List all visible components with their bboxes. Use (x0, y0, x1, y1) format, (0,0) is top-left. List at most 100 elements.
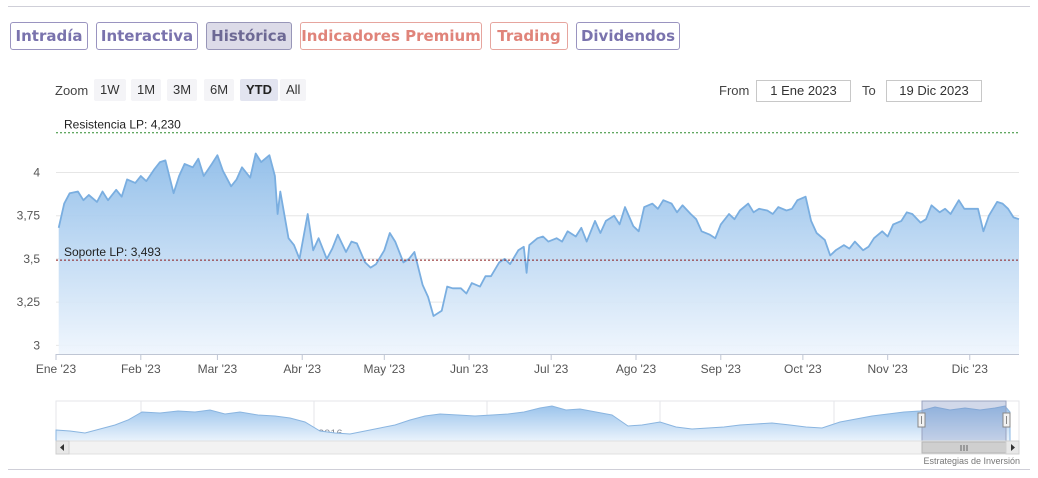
price-point[interactable] (841, 243, 846, 248)
price-point[interactable] (699, 229, 704, 234)
zoom-button-ytd[interactable]: YTD (240, 79, 278, 101)
price-point[interactable] (727, 212, 732, 217)
price-point[interactable] (387, 231, 392, 236)
price-point[interactable] (718, 222, 723, 227)
price-point[interactable] (483, 274, 488, 279)
price-point[interactable] (229, 184, 234, 189)
zoom-button-6m[interactable]: 6M (204, 79, 235, 101)
price-point[interactable] (976, 206, 981, 211)
price-point[interactable] (478, 284, 483, 289)
price-point[interactable] (363, 260, 368, 265)
price-point[interactable] (354, 241, 359, 246)
price-point[interactable] (948, 212, 953, 217)
price-point[interactable] (546, 239, 551, 244)
price-point[interactable] (527, 243, 532, 248)
price-point[interactable] (642, 205, 647, 210)
price-point[interactable] (272, 174, 277, 179)
price-point[interactable] (297, 256, 302, 261)
price-point[interactable] (138, 174, 143, 179)
price-point[interactable] (324, 256, 329, 261)
tab-dividendos[interactable]: Dividendos (576, 22, 680, 50)
price-point[interactable] (713, 236, 718, 241)
price-point[interactable] (904, 210, 909, 215)
price-point[interactable] (822, 237, 827, 242)
price-point[interactable] (248, 175, 253, 180)
price-point[interactable] (541, 234, 546, 239)
price-point[interactable] (981, 229, 986, 234)
price-point[interactable] (943, 206, 948, 211)
tab-trading[interactable]: Trading (490, 22, 568, 50)
price-point[interactable] (220, 168, 225, 173)
price-point[interactable] (190, 165, 195, 170)
price-point[interactable] (1006, 206, 1011, 211)
price-point[interactable] (81, 198, 86, 203)
price-point[interactable] (240, 165, 245, 170)
price-point[interactable] (995, 199, 1000, 204)
price-point[interactable] (573, 234, 578, 239)
zoom-button-1m[interactable]: 1M (131, 79, 162, 101)
price-point[interactable] (439, 308, 444, 313)
price-point[interactable] (406, 256, 411, 261)
price-point[interactable] (929, 203, 934, 208)
tab-intradia[interactable]: Intradía (10, 22, 88, 50)
price-point[interactable] (201, 174, 206, 179)
price-point[interactable] (803, 194, 808, 199)
price-point[interactable] (196, 156, 201, 161)
price-point[interactable] (234, 177, 239, 182)
price-point[interactable] (669, 201, 674, 206)
price-point[interactable] (852, 239, 857, 244)
price-point[interactable] (751, 210, 756, 215)
price-point[interactable] (182, 161, 187, 166)
price-point[interactable] (655, 206, 660, 211)
price-point[interactable] (450, 286, 455, 291)
price-point[interactable] (125, 177, 130, 182)
price-point[interactable] (374, 262, 379, 267)
tab-historica[interactable]: Histórica (206, 22, 292, 50)
price-point[interactable] (177, 174, 182, 179)
tab-interactiva[interactable]: Interactiva (96, 22, 198, 50)
price-point[interactable] (675, 210, 680, 215)
price-point[interactable] (784, 208, 789, 213)
navigator-selection[interactable] (921, 400, 1007, 442)
price-point[interactable] (746, 201, 751, 206)
price-point[interactable] (847, 246, 852, 251)
price-point[interactable] (521, 244, 526, 249)
price-point[interactable] (67, 191, 72, 196)
price-point[interactable] (789, 206, 794, 211)
price-point[interactable] (458, 286, 463, 291)
price-point[interactable] (368, 265, 373, 270)
price-point[interactable] (95, 199, 100, 204)
price-point[interactable] (680, 203, 685, 208)
navigator[interactable]: 20142016201820202022 (0, 398, 1038, 458)
price-point[interactable] (891, 222, 896, 227)
price-point[interactable] (636, 229, 641, 234)
price-point[interactable] (106, 198, 111, 203)
price-point[interactable] (215, 153, 220, 158)
price-point[interactable] (259, 160, 264, 165)
price-point[interactable] (497, 260, 502, 265)
price-point[interactable] (144, 179, 149, 184)
from-date-input[interactable]: 1 Ene 2023 (756, 80, 851, 102)
price-point[interactable] (420, 282, 425, 287)
price-point[interactable] (956, 198, 961, 203)
zoom-button-3m[interactable]: 3M (167, 79, 198, 101)
price-point[interactable] (661, 198, 666, 203)
price-point[interactable] (880, 229, 885, 234)
price-point[interactable] (152, 167, 157, 172)
price-point[interactable] (75, 189, 80, 194)
price-point[interactable] (707, 232, 712, 237)
price-point[interactable] (209, 161, 214, 166)
price-point[interactable] (316, 236, 321, 241)
price-point[interactable] (612, 213, 617, 218)
main-chart[interactable]: Resistencia LP: 4,230 Soporte LP: 3,493 3… (0, 0, 1038, 400)
price-point[interactable] (795, 198, 800, 203)
price-point[interactable] (623, 205, 628, 210)
price-point[interactable] (349, 239, 354, 244)
price-point[interactable] (502, 256, 507, 261)
price-point[interactable] (757, 206, 762, 211)
price-point[interactable] (401, 260, 406, 265)
price-point[interactable] (899, 218, 904, 223)
price-point[interactable] (765, 208, 770, 213)
price-point[interactable] (828, 253, 833, 258)
price-point[interactable] (814, 231, 819, 236)
